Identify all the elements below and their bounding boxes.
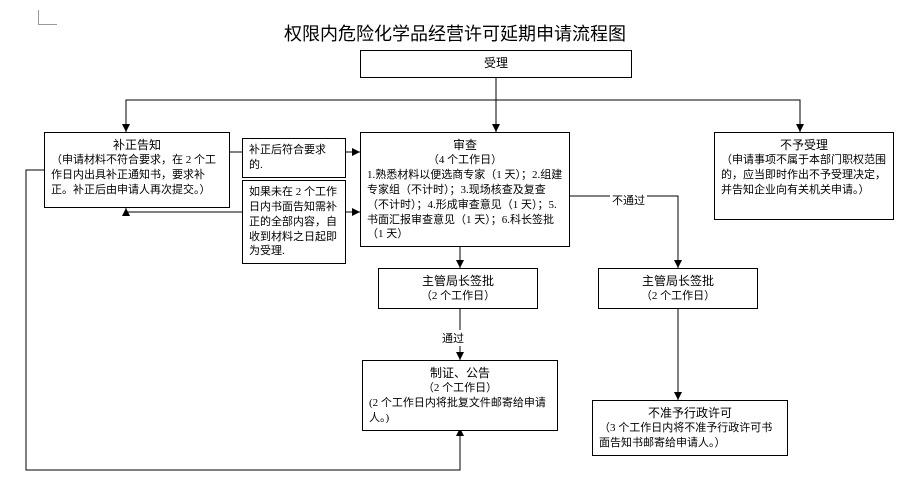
arrowhead-4 [352, 208, 360, 216]
arrowhead-3 [352, 148, 360, 156]
node-reject-heading: 不予受理 [721, 137, 887, 153]
node-correct-body: （申请材料不符合要求，在 2 个工作日内出具补正通知书，要求补正。补正后由申请人… [51, 153, 223, 198]
arrowhead-11 [122, 208, 130, 216]
node-review-sub: （4 个工作日） [367, 153, 563, 168]
node-issue-body: (2 个工作日内将批复文件邮寄给申请人。) [369, 396, 551, 426]
node-correct: 补正告知（申请材料不符合要求，在 2 个工作日内出具补正通知书，要求补正。补正后… [44, 132, 230, 208]
node-correct-heading: 补正告知 [51, 137, 223, 153]
node-review-heading: 审查 [367, 137, 563, 153]
edge-label-fail: 不通过 [610, 192, 647, 208]
node-review-body: 1.熟悉材料以便选商专家（1 天）；2.组建专家组（不计时）；3.现场核查及复查… [367, 168, 563, 242]
arrowhead-2 [796, 124, 804, 132]
node-reject: 不予受理（申请事项不属于本部门职权范围的，应当即时作出不予受理决定，并告知企业向… [714, 132, 894, 220]
node-deny-body: （3 个工作日内将不准予行政许可书面告知书邮寄给申请人。） [599, 421, 781, 451]
node-sign2-heading: 主管局长签批 [605, 273, 751, 289]
arrowhead-1 [492, 124, 500, 132]
edge-1 [126, 100, 496, 132]
node-deny: 不准予行政许可（3 个工作日内将不准予行政许可书面告知书邮寄给申请人。） [592, 400, 788, 456]
arrowhead-9 [674, 392, 682, 400]
node-sign2-sub: （2 个工作日） [605, 289, 751, 304]
arrowhead-8 [674, 260, 682, 268]
node-sign1: 主管局长签批（2 个工作日） [378, 268, 538, 309]
edge-7 [126, 208, 242, 212]
node-sign2: 主管局长签批（2 个工作日） [598, 268, 758, 309]
arrowhead-6 [456, 260, 464, 268]
edge-label-pass: 通过 [440, 330, 466, 346]
node-accept: 受理 [360, 50, 632, 78]
node-reject-body: （申请事项不属于本部门职权范围的，应当即时作出不予受理决定，并告知企业向有关机关… [721, 153, 887, 198]
node-note1: 补正后符合要求的. [242, 138, 346, 178]
node-deny-heading: 不准予行政许可 [599, 405, 781, 421]
flowchart-canvas: 权限内危险化学品经营许可延期申请流程图 受理补正告知（申请材料不符合要求，在 2… [0, 0, 908, 500]
arrowhead-0 [122, 124, 130, 132]
page-corner-mark [38, 10, 57, 25]
node-note2: 如果未在 2 个工作日内书面告知需补正的全部内容，自收到材料之日起即为受理. [242, 180, 346, 264]
node-note2-body: 如果未在 2 个工作日内书面告知需补正的全部内容，自收到材料之日起即为受理. [249, 185, 339, 259]
arrowhead-7 [456, 352, 464, 360]
node-issue: 制证、公告（2 个工作日）(2 个工作日内将批复文件邮寄给申请人。) [362, 360, 558, 431]
node-sign1-sub: （2 个工作日） [385, 289, 531, 304]
node-sign1-heading: 主管局长签批 [385, 273, 531, 289]
edge-3 [496, 100, 800, 132]
node-issue-sub: （2 个工作日） [369, 381, 551, 396]
node-accept-heading: 受理 [367, 55, 625, 71]
node-note1-body: 补正后符合要求的. [249, 143, 339, 173]
node-review: 审查（4 个工作日）1.熟悉材料以便选商专家（1 天）；2.组建专家组（不计时）… [360, 132, 570, 247]
node-issue-heading: 制证、公告 [369, 365, 551, 381]
page-title: 权限内危险化学品经营许可延期申请流程图 [284, 20, 626, 46]
